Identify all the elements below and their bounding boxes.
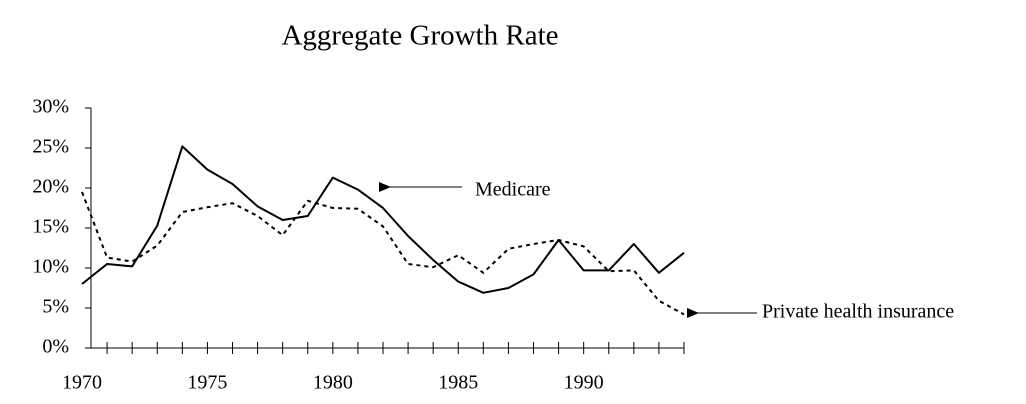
x-tick-label: 1975 [187, 372, 227, 394]
series-label: Private health insurance [762, 301, 954, 323]
x-tick-label: 1970 [62, 372, 102, 394]
series-label: Medicare [475, 179, 551, 201]
x-tick-label: 1990 [564, 372, 604, 394]
series-line [81, 191, 685, 316]
y-tick-label: 25% [32, 136, 69, 158]
y-tick-label: 5% [42, 296, 69, 318]
x-tick-label: 1980 [313, 372, 353, 394]
y-tick-label: 15% [32, 216, 69, 238]
y-tick-label: 10% [32, 256, 69, 278]
x-tick-label: 1985 [438, 372, 478, 394]
series-line [81, 145, 685, 294]
y-tick-label: 0% [42, 336, 69, 358]
y-tick-label: 20% [32, 176, 69, 198]
chart-title: Aggregate Growth Rate [281, 20, 558, 52]
y-tick-label: 30% [32, 96, 69, 118]
